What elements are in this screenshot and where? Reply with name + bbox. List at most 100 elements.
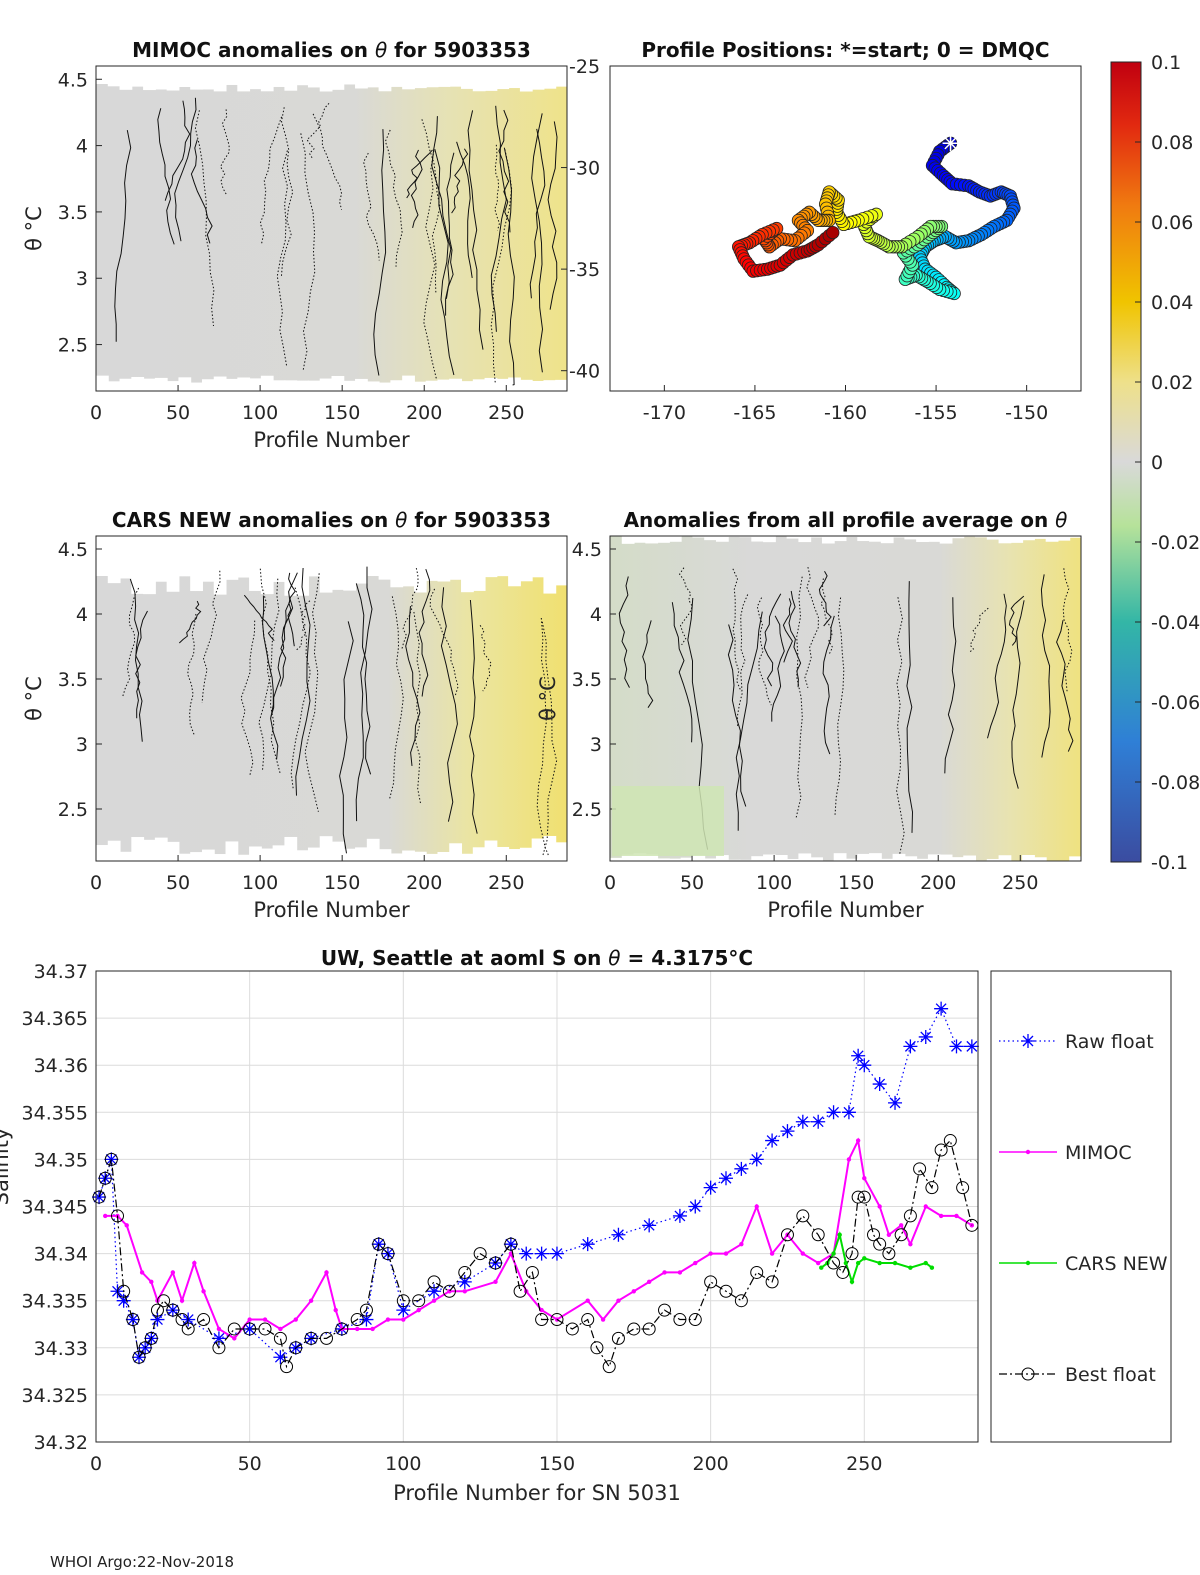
heatmap-edge-bottom bbox=[190, 382, 203, 391]
data-point bbox=[138, 1341, 152, 1355]
heatmap-edge-bottom bbox=[449, 378, 463, 391]
heatmap-edge-top bbox=[190, 536, 203, 592]
data-point bbox=[815, 1260, 821, 1266]
heatmap-edge-bottom bbox=[260, 375, 274, 391]
data-point bbox=[401, 1317, 406, 1322]
heatmap-edge-top bbox=[1045, 536, 1059, 542]
data-point bbox=[867, 1228, 881, 1242]
data-point bbox=[934, 1143, 948, 1157]
heatmap-edge-top bbox=[496, 66, 510, 90]
data-point bbox=[631, 1289, 637, 1294]
data-point bbox=[734, 1294, 748, 1308]
axes-box bbox=[95, 65, 568, 392]
heatmap-edge-top bbox=[798, 536, 812, 543]
x-tick-label: 0 bbox=[90, 402, 102, 424]
data-point bbox=[126, 1313, 140, 1327]
heatmap-edge-bottom bbox=[413, 851, 427, 861]
x-tick-label: 150 bbox=[324, 402, 360, 424]
contour-line bbox=[114, 130, 132, 342]
data-point bbox=[673, 1313, 687, 1327]
data-point bbox=[918, 1029, 933, 1044]
contour-line bbox=[756, 597, 772, 706]
data-point bbox=[457, 1274, 472, 1289]
data-point bbox=[212, 1341, 226, 1355]
heatmap-edge-top bbox=[201, 66, 215, 90]
data-point bbox=[550, 1313, 564, 1327]
heatmap-edge-top bbox=[692, 536, 706, 538]
heatmap-edge-bottom bbox=[472, 847, 486, 861]
legend-label: CARS NEW bbox=[1065, 1253, 1168, 1275]
contour-line bbox=[469, 599, 478, 834]
contour-line bbox=[296, 600, 311, 651]
heatmap-edge-top bbox=[508, 536, 521, 587]
contour-line bbox=[243, 594, 275, 642]
contour-line bbox=[262, 595, 279, 760]
contour-line bbox=[194, 110, 215, 327]
y-tick-label: 3 bbox=[76, 268, 88, 290]
heatmap-edge-bottom bbox=[260, 848, 274, 861]
data-point bbox=[846, 1157, 852, 1162]
x-tick-label: 100 bbox=[242, 872, 278, 894]
x-tick-label: 200 bbox=[406, 872, 442, 894]
contour-line bbox=[135, 610, 148, 719]
data-point bbox=[525, 1265, 539, 1279]
data-point bbox=[201, 1289, 206, 1294]
heatmap-edge-top bbox=[704, 536, 717, 541]
heatmap-edge-bottom bbox=[131, 837, 145, 861]
data-point bbox=[370, 1326, 375, 1332]
heatmap-edge-bottom bbox=[437, 379, 451, 391]
heatmap-edge-top bbox=[402, 66, 415, 90]
data-point bbox=[513, 1284, 527, 1298]
data-point bbox=[969, 1223, 975, 1228]
legend-item: Raw float bbox=[999, 1031, 1154, 1053]
x-tick-label: 250 bbox=[846, 1453, 882, 1475]
heatmap-edge-bottom bbox=[845, 858, 859, 861]
data-point bbox=[934, 1001, 949, 1016]
data-point bbox=[739, 1241, 744, 1247]
heatmap-edge-top bbox=[810, 536, 823, 538]
data-point bbox=[642, 1218, 657, 1233]
heatmap-edge-top bbox=[319, 66, 333, 92]
heatmap-edge-top bbox=[296, 536, 309, 596]
y-tick-label: 4 bbox=[76, 136, 88, 158]
heatmap-edge-top bbox=[555, 66, 568, 87]
heatmap-edge-top bbox=[107, 66, 121, 87]
y-tick-label: 34.37 bbox=[34, 961, 88, 983]
contour-line bbox=[906, 581, 914, 833]
data-point bbox=[843, 1260, 849, 1266]
data-point bbox=[703, 1180, 718, 1195]
colorbar-tick-label: 0.08 bbox=[1151, 132, 1193, 154]
data-point bbox=[677, 1270, 683, 1275]
y-tick-label: 34.33 bbox=[34, 1338, 88, 1360]
colorbar-tick-label: 0.1 bbox=[1151, 52, 1181, 74]
contour-line bbox=[418, 568, 431, 697]
track-point bbox=[826, 225, 840, 240]
heatmap-edge-top bbox=[366, 536, 380, 577]
contour-line bbox=[178, 600, 202, 644]
heatmap-edge-bottom bbox=[657, 858, 670, 861]
y-tick-label: 3 bbox=[590, 734, 602, 756]
heatmap-edge-bottom bbox=[531, 380, 545, 391]
data-point bbox=[949, 1039, 964, 1054]
x-axis-label: Profile Number bbox=[253, 898, 410, 922]
axes-box bbox=[609, 535, 1082, 862]
y-tick-label: 4.5 bbox=[572, 539, 602, 561]
heatmap-edge-top bbox=[645, 536, 659, 544]
legend-marker bbox=[1021, 1367, 1035, 1381]
contour-line bbox=[1062, 568, 1073, 692]
series-line bbox=[98, 1139, 973, 1369]
colorbar-tick-label: 0.02 bbox=[1151, 372, 1193, 394]
data-point bbox=[688, 1199, 703, 1214]
data-point bbox=[888, 1095, 903, 1110]
data-point bbox=[602, 1360, 616, 1374]
contour-line bbox=[423, 150, 437, 380]
contour-line bbox=[258, 578, 280, 771]
heatmap-edge-top bbox=[272, 66, 286, 87]
heatmap-edge-bottom bbox=[366, 381, 380, 391]
x-tick-label: 50 bbox=[166, 872, 190, 894]
heatmap-edge-top bbox=[343, 536, 357, 591]
data-point bbox=[903, 1209, 917, 1223]
data-point bbox=[826, 1105, 841, 1120]
data-point bbox=[293, 1317, 298, 1322]
contour-line bbox=[498, 109, 511, 233]
